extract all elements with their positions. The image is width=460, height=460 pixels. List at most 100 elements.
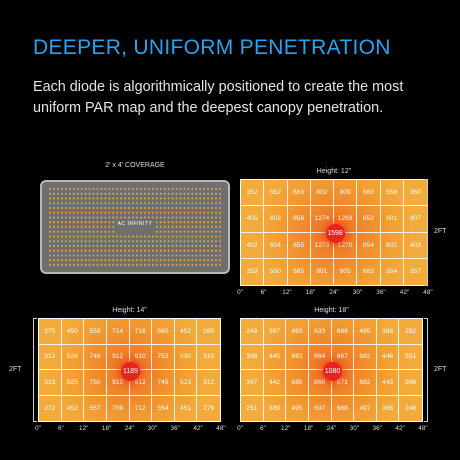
led-diode — [147, 240, 150, 243]
par-cell: 601 — [380, 206, 404, 233]
led-diode — [56, 216, 59, 219]
led-diode — [195, 216, 198, 219]
led-diode — [199, 197, 202, 200]
par-cell: 452 — [174, 319, 198, 345]
led-diode — [207, 230, 210, 233]
led-diode — [108, 211, 111, 214]
led-diode — [147, 216, 150, 219]
led-diode — [159, 240, 162, 243]
led-diode — [179, 235, 182, 238]
led-diode — [175, 211, 178, 214]
side-label-2ft: 2FT — [9, 366, 22, 373]
led-diode — [199, 259, 202, 262]
led-diode — [203, 230, 206, 233]
led-diode — [167, 192, 170, 195]
led-diode — [143, 259, 146, 262]
led-diode — [80, 230, 83, 233]
par-cell: 249 — [241, 319, 264, 345]
led-diode — [179, 254, 182, 257]
led-diode — [116, 188, 119, 190]
led-diode — [136, 202, 138, 205]
led-diode — [56, 192, 59, 195]
led-diode — [132, 240, 134, 243]
led-diode — [171, 249, 174, 252]
led-diode — [72, 259, 75, 262]
led-diode — [159, 197, 162, 200]
led-diode — [76, 249, 79, 252]
par-cell: 272 — [39, 395, 62, 421]
led-diode — [155, 254, 158, 257]
par-cell: 716 — [129, 319, 153, 345]
x-tick-label: 36" — [170, 425, 180, 432]
led-diode — [80, 207, 83, 209]
led-diode — [96, 264, 99, 266]
par-cell: 386 — [377, 395, 400, 421]
led-diode — [84, 197, 87, 200]
led-diode — [151, 249, 154, 252]
led-diode — [49, 207, 51, 209]
led-diode — [56, 207, 59, 209]
led-diode — [203, 197, 206, 200]
par-cell: 360 — [403, 180, 427, 207]
led-diode — [179, 188, 182, 190]
led-diode — [191, 197, 194, 200]
led-diode — [80, 197, 83, 200]
led-diode — [163, 249, 166, 252]
led-diode — [68, 202, 71, 205]
led-diode — [72, 249, 75, 252]
led-diode — [64, 211, 67, 214]
par-cell: 497 — [354, 395, 377, 421]
led-diode — [49, 254, 51, 257]
par-cell: 558 — [380, 180, 404, 207]
led-diode — [100, 249, 103, 252]
led-diode — [53, 202, 55, 205]
led-diode — [175, 254, 178, 257]
led-diode — [104, 197, 107, 200]
led-diode — [88, 230, 91, 233]
led-diode — [84, 235, 87, 238]
led-diode — [191, 230, 194, 233]
led-diode — [215, 245, 217, 247]
led-diode — [159, 235, 162, 238]
led-diode — [187, 197, 190, 200]
led-diode — [84, 245, 87, 247]
par-cell: 525 — [61, 370, 85, 396]
led-diode — [64, 192, 67, 195]
led-diode — [64, 254, 67, 257]
led-diode — [104, 207, 107, 209]
led-diode — [72, 202, 75, 205]
led-diode — [159, 254, 162, 257]
led-diode — [104, 240, 107, 243]
par-cell: 1270 — [334, 232, 358, 259]
led-diode — [175, 226, 178, 228]
led-diode — [49, 235, 51, 238]
led-diode — [53, 264, 55, 266]
led-diode — [108, 207, 111, 209]
led-diode — [155, 211, 158, 214]
led-diode — [163, 202, 166, 205]
led-diode — [207, 202, 210, 205]
led-diode — [49, 226, 51, 228]
led-diode — [147, 264, 150, 266]
led-diode — [159, 249, 162, 252]
par-cell: 709 — [107, 395, 130, 421]
led-diode — [179, 249, 182, 252]
led-diode — [183, 207, 186, 209]
led-diode — [92, 216, 95, 219]
led-diode — [76, 188, 79, 190]
led-diode — [128, 254, 131, 257]
led-diode — [179, 202, 182, 205]
led-diode — [136, 254, 138, 257]
led-diode — [211, 202, 214, 205]
led-diode — [215, 230, 217, 233]
led-diode — [120, 259, 123, 262]
led-diode — [211, 254, 214, 257]
led-diode — [203, 254, 206, 257]
led-diode — [191, 240, 194, 243]
x-tick-label: 42" — [193, 425, 203, 432]
led-diode — [96, 226, 99, 228]
led-diode — [76, 235, 79, 238]
par-cell: 391 — [399, 345, 422, 370]
led-diode — [92, 235, 95, 238]
led-diode — [76, 240, 79, 243]
